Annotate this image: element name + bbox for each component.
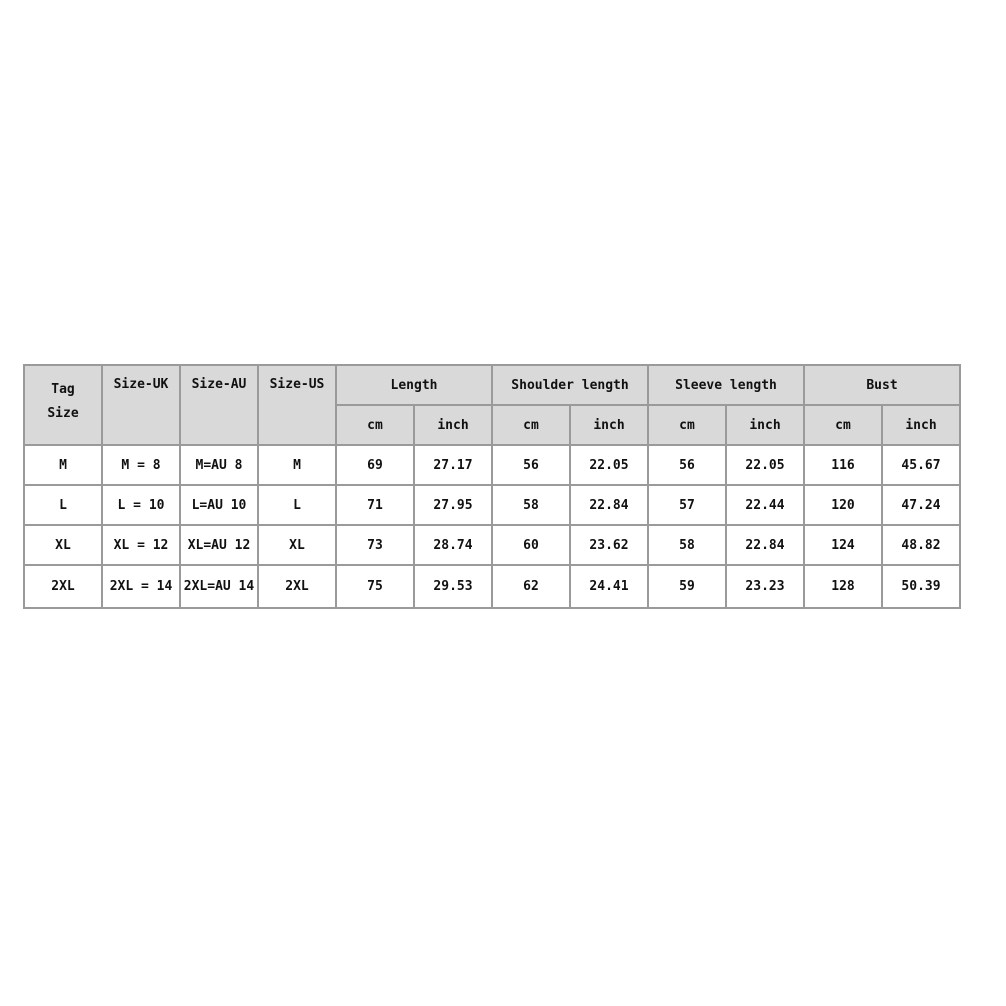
- header-unit: inch: [881, 404, 961, 446]
- table-row: 2XL 2XL = 14 2XL=AU 14 2XL 75 29.53 62 24.41 59 2…: [23, 564, 961, 609]
- table-cell: 2XL: [257, 564, 337, 609]
- table-cell: 73: [335, 524, 415, 566]
- table-cell: 27.95: [413, 484, 493, 526]
- table-cell: L: [257, 484, 337, 526]
- table-cell: 23.23: [725, 564, 805, 609]
- table-cell: 45.67: [881, 444, 961, 486]
- table-row: XL XL = 12 XL=AU 12 XL 73 28.74 60 23.62 58 22.84…: [23, 524, 961, 566]
- header-unit: cm: [647, 404, 727, 446]
- header-bust: Bust: [803, 364, 961, 406]
- table-cell: XL: [23, 524, 103, 566]
- table-cell: 2XL=AU 14: [179, 564, 259, 609]
- table-cell: 62: [491, 564, 571, 609]
- table-cell: 128: [803, 564, 883, 609]
- table-cell: 27.17: [413, 444, 493, 486]
- table-cell: 56: [491, 444, 571, 486]
- table-cell: 22.84: [725, 524, 805, 566]
- table-cell: M = 8: [101, 444, 181, 486]
- table-cell: XL=AU 12: [179, 524, 259, 566]
- table-cell: 57: [647, 484, 727, 526]
- table-cell: 2XL: [23, 564, 103, 609]
- table-cell: 116: [803, 444, 883, 486]
- table-cell: 60: [491, 524, 571, 566]
- header-unit: cm: [335, 404, 415, 446]
- table-cell: 23.62: [569, 524, 649, 566]
- header-unit: cm: [803, 404, 883, 446]
- table-cell: 50.39: [881, 564, 961, 609]
- table-cell: 69: [335, 444, 415, 486]
- table-cell: 58: [647, 524, 727, 566]
- table-cell: 75: [335, 564, 415, 609]
- header-size-au: Size-AU: [179, 364, 259, 446]
- table-cell: 22.05: [569, 444, 649, 486]
- table-cell: 120: [803, 484, 883, 526]
- table-cell: XL = 12: [101, 524, 181, 566]
- table-cell: 28.74: [413, 524, 493, 566]
- table-cell: 22.05: [725, 444, 805, 486]
- table-cell: XL: [257, 524, 337, 566]
- table-cell: 59: [647, 564, 727, 609]
- header-sleeve-length: Sleeve length: [647, 364, 805, 406]
- header-unit: cm: [491, 404, 571, 446]
- table-cell: L = 10: [101, 484, 181, 526]
- header-size-uk: Size-UK: [101, 364, 181, 446]
- table-cell: 2XL = 14: [101, 564, 181, 609]
- table-cell: 124: [803, 524, 883, 566]
- header-length: Length: [335, 364, 493, 406]
- table-cell: M: [23, 444, 103, 486]
- header-unit: inch: [569, 404, 649, 446]
- table-cell: 29.53: [413, 564, 493, 609]
- table-cell: 24.41: [569, 564, 649, 609]
- table-cell: 48.82: [881, 524, 961, 566]
- table-cell: M=AU 8: [179, 444, 259, 486]
- table-cell: M: [257, 444, 337, 486]
- table-cell: 47.24: [881, 484, 961, 526]
- table-cell: 71: [335, 484, 415, 526]
- table-cell: 22.84: [569, 484, 649, 526]
- table-cell: 58: [491, 484, 571, 526]
- table-cell: L=AU 10: [179, 484, 259, 526]
- header-size-us: Size-US: [257, 364, 337, 446]
- header-unit: inch: [725, 404, 805, 446]
- header-unit: inch: [413, 404, 493, 446]
- size-chart-table: Tag Size Size-UK Size-AU Size-US Length S…: [23, 364, 961, 609]
- header-tag-size: Tag Size: [23, 364, 103, 446]
- table-cell: 56: [647, 444, 727, 486]
- header-shoulder-length: Shoulder length: [491, 364, 649, 406]
- table-cell: L: [23, 484, 103, 526]
- table-cell: 22.44: [725, 484, 805, 526]
